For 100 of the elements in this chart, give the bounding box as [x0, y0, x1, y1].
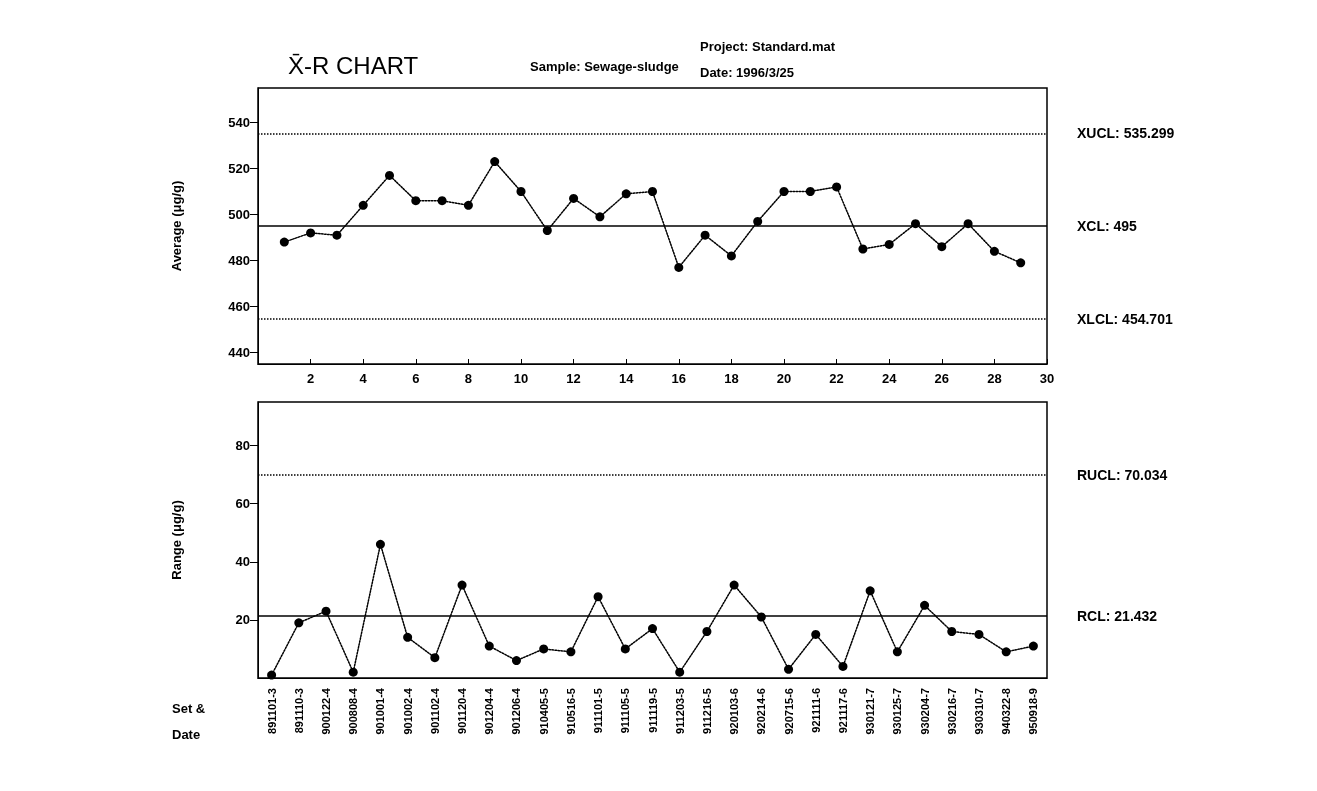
x-tick-label: 920715-6 — [782, 688, 795, 735]
x-tick-label: 911216-5 — [700, 688, 713, 734]
x-tick-label: 24 — [881, 371, 898, 386]
point — [463, 200, 473, 210]
point — [784, 664, 794, 674]
point — [805, 187, 815, 196]
y-tick-label: 20 — [235, 612, 250, 628]
x-tick-label: 930125-7 — [891, 688, 904, 735]
x-tick-label: 891101-3 — [265, 688, 278, 734]
point — [385, 170, 394, 180]
point — [411, 196, 421, 206]
x-tick-label: 901102-4 — [428, 687, 441, 734]
point — [989, 246, 999, 256]
point — [566, 647, 576, 657]
y-axis-title: Range (μg/g) — [169, 500, 184, 580]
ref-line-label: XUCL: 535.299 — [1077, 125, 1175, 142]
point — [675, 667, 685, 677]
x-tick-label: 2 — [306, 371, 315, 386]
x-tick-label: 22 — [829, 371, 844, 386]
x-tick-label: 8 — [464, 371, 473, 386]
x-tick-label: 930121-7 — [864, 688, 877, 735]
x-tick-label: 940322-8 — [1000, 688, 1013, 735]
x-tick-label: 921111-6 — [809, 688, 822, 733]
text: Sample: Sewage-sludge — [530, 59, 679, 74]
point — [539, 644, 549, 654]
point — [858, 244, 868, 254]
point — [403, 632, 413, 642]
point — [306, 228, 316, 238]
point — [920, 600, 930, 610]
x-tick-label: 901002-4 — [401, 687, 414, 735]
x-tick-label: 910516-5 — [564, 688, 577, 735]
point — [937, 242, 947, 252]
point — [726, 251, 736, 261]
x-tick-label: 4 — [359, 371, 368, 386]
y-tick-label: 40 — [235, 554, 250, 570]
point — [437, 196, 447, 206]
point — [569, 193, 579, 203]
point — [700, 230, 710, 240]
point — [838, 661, 848, 671]
point — [779, 187, 789, 196]
x-tick-label: 921117-6 — [836, 688, 849, 734]
x-tick-label: 911203-5 — [673, 688, 686, 734]
x-tick-label: 930204-7 — [918, 688, 931, 735]
point — [511, 656, 521, 666]
x-tick-label: 901204-4 — [483, 687, 496, 735]
x-tick-label: 14 — [618, 371, 635, 386]
point — [294, 618, 304, 628]
ref-line-label: XLCL: 454.701 — [1077, 310, 1173, 327]
x-tick-label: 20 — [776, 371, 792, 386]
point — [648, 187, 657, 196]
x-tick-label: 911105-5 — [619, 688, 632, 734]
point — [332, 230, 342, 240]
point — [457, 580, 467, 590]
point — [1001, 647, 1011, 657]
y-tick-label: 500 — [228, 207, 250, 222]
point — [267, 670, 277, 680]
point — [430, 653, 440, 663]
point — [358, 200, 368, 210]
x-tick-label: 6 — [412, 371, 420, 386]
x-tick-label: 920103-6 — [728, 688, 741, 735]
chart-title: X̄-R CHART — [288, 51, 419, 79]
text: Project: Standard.mat — [700, 39, 836, 54]
point — [865, 586, 875, 596]
ref-line-label: XCL: 495 — [1077, 218, 1138, 234]
point — [974, 629, 984, 639]
x-tick-label: 911119-5 — [646, 688, 659, 733]
x-tick-label: 920214-6 — [755, 688, 768, 735]
point — [892, 647, 902, 657]
x-axis-title: Set & Date — [172, 700, 209, 742]
x-tick-label: 891110-3 — [292, 688, 305, 734]
y-tick-label: 60 — [235, 496, 250, 512]
x-tick-label: 901001-4 — [374, 687, 387, 735]
text: Date: 1996/3/25 — [700, 65, 794, 80]
x-tick-label: 28 — [987, 371, 1002, 386]
point — [620, 644, 630, 654]
x-tick-label: 901120-4 — [456, 687, 469, 734]
point — [516, 187, 526, 196]
x-tick-label: 910405-5 — [537, 688, 550, 735]
x-tick-label: 30 — [1039, 371, 1055, 386]
x-tick-label: 16 — [671, 371, 687, 386]
point — [648, 624, 657, 634]
point — [348, 667, 358, 677]
y-tick-label: 460 — [228, 299, 250, 314]
point — [729, 580, 739, 590]
point — [593, 592, 603, 602]
ref-line-label: RUCL: 70.034 — [1077, 466, 1168, 483]
point — [375, 539, 385, 549]
y-tick-label: 440 — [228, 345, 250, 360]
point — [702, 627, 712, 637]
y-tick-label: 540 — [228, 115, 250, 130]
y-tick-label: 520 — [228, 161, 250, 176]
point — [753, 216, 763, 226]
x-tick-label: 911101-5 — [592, 688, 605, 734]
point — [490, 157, 500, 167]
y-tick-label: 80 — [235, 438, 250, 454]
ref-line-label: RCL: 21.432 — [1077, 607, 1158, 624]
point — [832, 182, 842, 192]
x-tick-label: 901206-4 — [510, 687, 523, 735]
point — [321, 606, 331, 616]
point — [1028, 641, 1038, 651]
